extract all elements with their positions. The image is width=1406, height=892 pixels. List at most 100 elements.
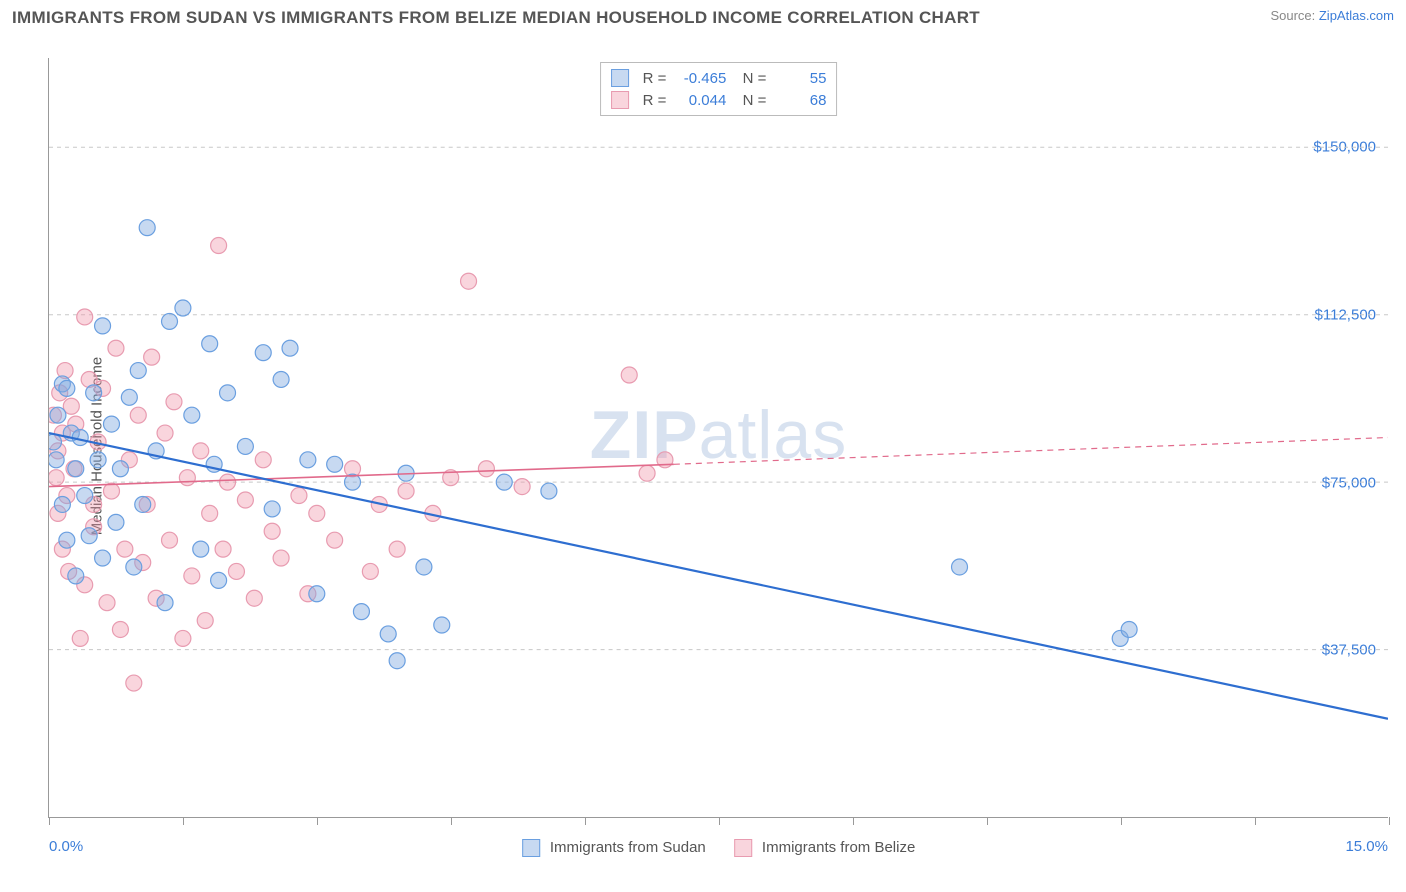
data-point-sudan	[211, 572, 227, 588]
data-point-belize	[166, 394, 182, 410]
data-point-belize	[99, 595, 115, 611]
source-label: Source:	[1270, 8, 1318, 23]
data-point-belize	[309, 505, 325, 521]
data-point-sudan	[95, 550, 111, 566]
source-attribution: Source: ZipAtlas.com	[1270, 8, 1394, 23]
data-point-belize	[197, 613, 213, 629]
x-tick	[1389, 817, 1390, 825]
x-tick	[719, 817, 720, 825]
data-point-sudan	[353, 604, 369, 620]
x-tick	[585, 817, 586, 825]
data-point-belize	[478, 461, 494, 477]
x-tick	[987, 817, 988, 825]
source-link[interactable]: ZipAtlas.com	[1319, 8, 1394, 23]
data-point-belize	[639, 465, 655, 481]
swatch-sudan	[611, 69, 629, 87]
data-point-belize	[389, 541, 405, 557]
x-tick	[317, 817, 318, 825]
x-tick	[451, 817, 452, 825]
legend-label-belize: Immigrants from Belize	[762, 839, 915, 856]
data-point-belize	[49, 470, 64, 486]
data-point-belize	[202, 505, 218, 521]
data-point-belize	[246, 590, 262, 606]
data-point-belize	[179, 470, 195, 486]
data-point-sudan	[282, 340, 298, 356]
data-point-sudan	[309, 586, 325, 602]
trend-line	[49, 464, 674, 486]
data-point-belize	[184, 568, 200, 584]
data-point-sudan	[49, 452, 64, 468]
trend-line	[49, 433, 1388, 719]
n-value-belize: 68	[774, 92, 826, 109]
data-point-sudan	[68, 461, 84, 477]
data-point-belize	[77, 309, 93, 325]
data-point-sudan	[68, 568, 84, 584]
data-point-sudan	[264, 501, 280, 517]
data-point-belize	[621, 367, 637, 383]
x-tick	[853, 817, 854, 825]
series-legend: Immigrants from Sudan Immigrants from Be…	[522, 839, 916, 857]
data-point-sudan	[59, 380, 75, 396]
legend-item-belize: Immigrants from Belize	[734, 839, 916, 857]
data-point-belize	[514, 479, 530, 495]
data-point-belize	[157, 425, 173, 441]
data-point-belize	[398, 483, 414, 499]
data-point-belize	[255, 452, 271, 468]
data-point-belize	[103, 483, 119, 499]
x-tick	[183, 817, 184, 825]
trend-line	[674, 438, 1388, 465]
data-point-sudan	[184, 407, 200, 423]
data-point-sudan	[81, 528, 97, 544]
data-point-belize	[327, 532, 343, 548]
data-point-sudan	[139, 220, 155, 236]
data-point-belize	[237, 492, 253, 508]
swatch-sudan	[522, 839, 540, 857]
data-point-belize	[162, 532, 178, 548]
r-value-belize: 0.044	[674, 92, 726, 109]
x-tick	[1255, 817, 1256, 825]
data-point-sudan	[59, 532, 75, 548]
data-point-sudan	[157, 595, 173, 611]
data-point-sudan	[135, 496, 151, 512]
data-point-sudan	[237, 438, 253, 454]
correlation-row-belize: R =0.044 N =68	[611, 89, 827, 111]
legend-item-sudan: Immigrants from Sudan	[522, 839, 706, 857]
data-point-sudan	[434, 617, 450, 633]
data-point-belize	[175, 630, 191, 646]
data-point-belize	[130, 407, 146, 423]
data-point-sudan	[416, 559, 432, 575]
data-point-sudan	[50, 407, 66, 423]
chart-plot-area: ZIPatlas R =-0.465 N =55 R =0.044 N =68 …	[48, 58, 1388, 818]
data-point-belize	[126, 675, 142, 691]
data-point-sudan	[255, 345, 271, 361]
data-point-sudan	[86, 385, 102, 401]
data-point-belize	[108, 340, 124, 356]
data-point-sudan	[108, 514, 124, 530]
data-point-belize	[220, 474, 236, 490]
data-point-belize	[215, 541, 231, 557]
data-point-belize	[273, 550, 289, 566]
correlation-legend: R =-0.465 N =55 R =0.044 N =68	[600, 62, 838, 116]
r-value-sudan: -0.465	[674, 70, 726, 87]
data-point-sudan	[130, 363, 146, 379]
data-point-belize	[72, 630, 88, 646]
data-point-belize	[264, 523, 280, 539]
data-point-belize	[362, 563, 378, 579]
x-tick	[49, 817, 50, 825]
data-point-sudan	[95, 318, 111, 334]
data-point-sudan	[541, 483, 557, 499]
x-tick	[1121, 817, 1122, 825]
data-point-sudan	[300, 452, 316, 468]
data-point-sudan	[175, 300, 191, 316]
scatter-svg	[49, 58, 1388, 817]
data-point-belize	[112, 621, 128, 637]
data-point-belize	[211, 238, 227, 254]
data-point-sudan	[103, 416, 119, 432]
data-point-sudan	[273, 371, 289, 387]
data-point-sudan	[121, 389, 137, 405]
data-point-sudan	[77, 488, 93, 504]
data-point-belize	[193, 443, 209, 459]
data-point-sudan	[327, 456, 343, 472]
data-point-sudan	[202, 336, 218, 352]
data-point-sudan	[389, 653, 405, 669]
